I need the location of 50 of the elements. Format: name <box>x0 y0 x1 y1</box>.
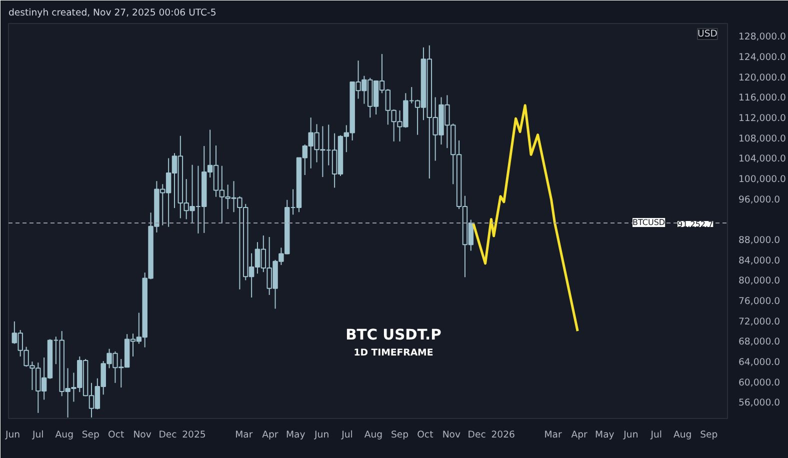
x-tick-label: 2026 <box>491 430 516 440</box>
y-tick-label: 128,000.0 <box>738 32 786 43</box>
x-tick-label: Jul <box>650 430 662 440</box>
x-tick-label: Sep <box>700 430 718 440</box>
x-tick-label: Oct <box>108 430 124 440</box>
y-tick-label: 96,000.0 <box>738 194 780 206</box>
y-tick-label: 104,000.0 <box>738 154 786 165</box>
x-tick-label: Jun <box>4 430 20 440</box>
x-tick-label: Dec <box>158 430 177 440</box>
y-tick-label: 72,000.0 <box>738 316 780 328</box>
x-tick-label: Dec <box>468 430 486 440</box>
x-tick-label: Jul <box>32 430 44 440</box>
x-tick-label: Aug <box>674 430 692 440</box>
x-tick-label: May <box>286 430 306 440</box>
text: destinyh created, Nov 27, 2025 00:06 UTC-5 <box>8 8 216 18</box>
x-tick-label: Oct <box>417 430 434 440</box>
x-tick-label: Jun <box>622 430 638 440</box>
y-tick-label: 116,000.0 <box>738 92 786 104</box>
x-tick-label: May <box>595 430 615 440</box>
y-tick-label: 64,000.0 <box>738 357 780 368</box>
x-tick-label: Jul <box>340 430 353 440</box>
y-tick-label: 120,000.0 <box>738 72 786 84</box>
y-tick-label: 76,000.0 <box>738 296 780 308</box>
ref-line-label: BTCUSD <box>632 218 666 228</box>
x-tick-label: Mar <box>544 430 562 440</box>
x-tick-label: Aug <box>364 430 383 440</box>
x-tick-label: Mar <box>235 430 253 440</box>
annotation: 91,252.7 <box>678 220 714 230</box>
x-tick-label: 2025 <box>182 430 206 440</box>
y-tick-label: 56,000.0 <box>738 398 780 409</box>
x-tick-label: Sep <box>390 430 409 440</box>
y-tick-label: 80,000.0 <box>738 276 780 287</box>
x-tick-label: Apr <box>262 430 278 440</box>
x-tick-label: Aug <box>55 430 74 440</box>
x-tick-label: Sep <box>82 430 100 440</box>
annotation: USD <box>698 28 718 40</box>
y-tick-label: 112,000.0 <box>738 113 786 124</box>
y-tick-label: 68,000.0 <box>738 336 780 348</box>
y-tick-label: 124,000.0 <box>738 52 786 64</box>
x-tick-label: Apr <box>571 430 588 440</box>
x-tick-label: Jun <box>314 430 330 440</box>
x-tick-label: Nov <box>133 430 152 440</box>
x-tick-label: Nov <box>442 430 461 440</box>
y-tick-label: 88,000.0 <box>738 235 780 246</box>
y-tick-label: 84,000.0 <box>738 255 780 266</box>
y-tick-label: 60,000.0 <box>738 377 780 388</box>
y-tick-label: 100,000.0 <box>738 174 786 186</box>
y-tick-label: 108,000.0 <box>738 133 786 144</box>
annotation: BTC USDT.P <box>346 326 442 344</box>
annotation: 1D TIMEFRAME <box>354 348 434 358</box>
